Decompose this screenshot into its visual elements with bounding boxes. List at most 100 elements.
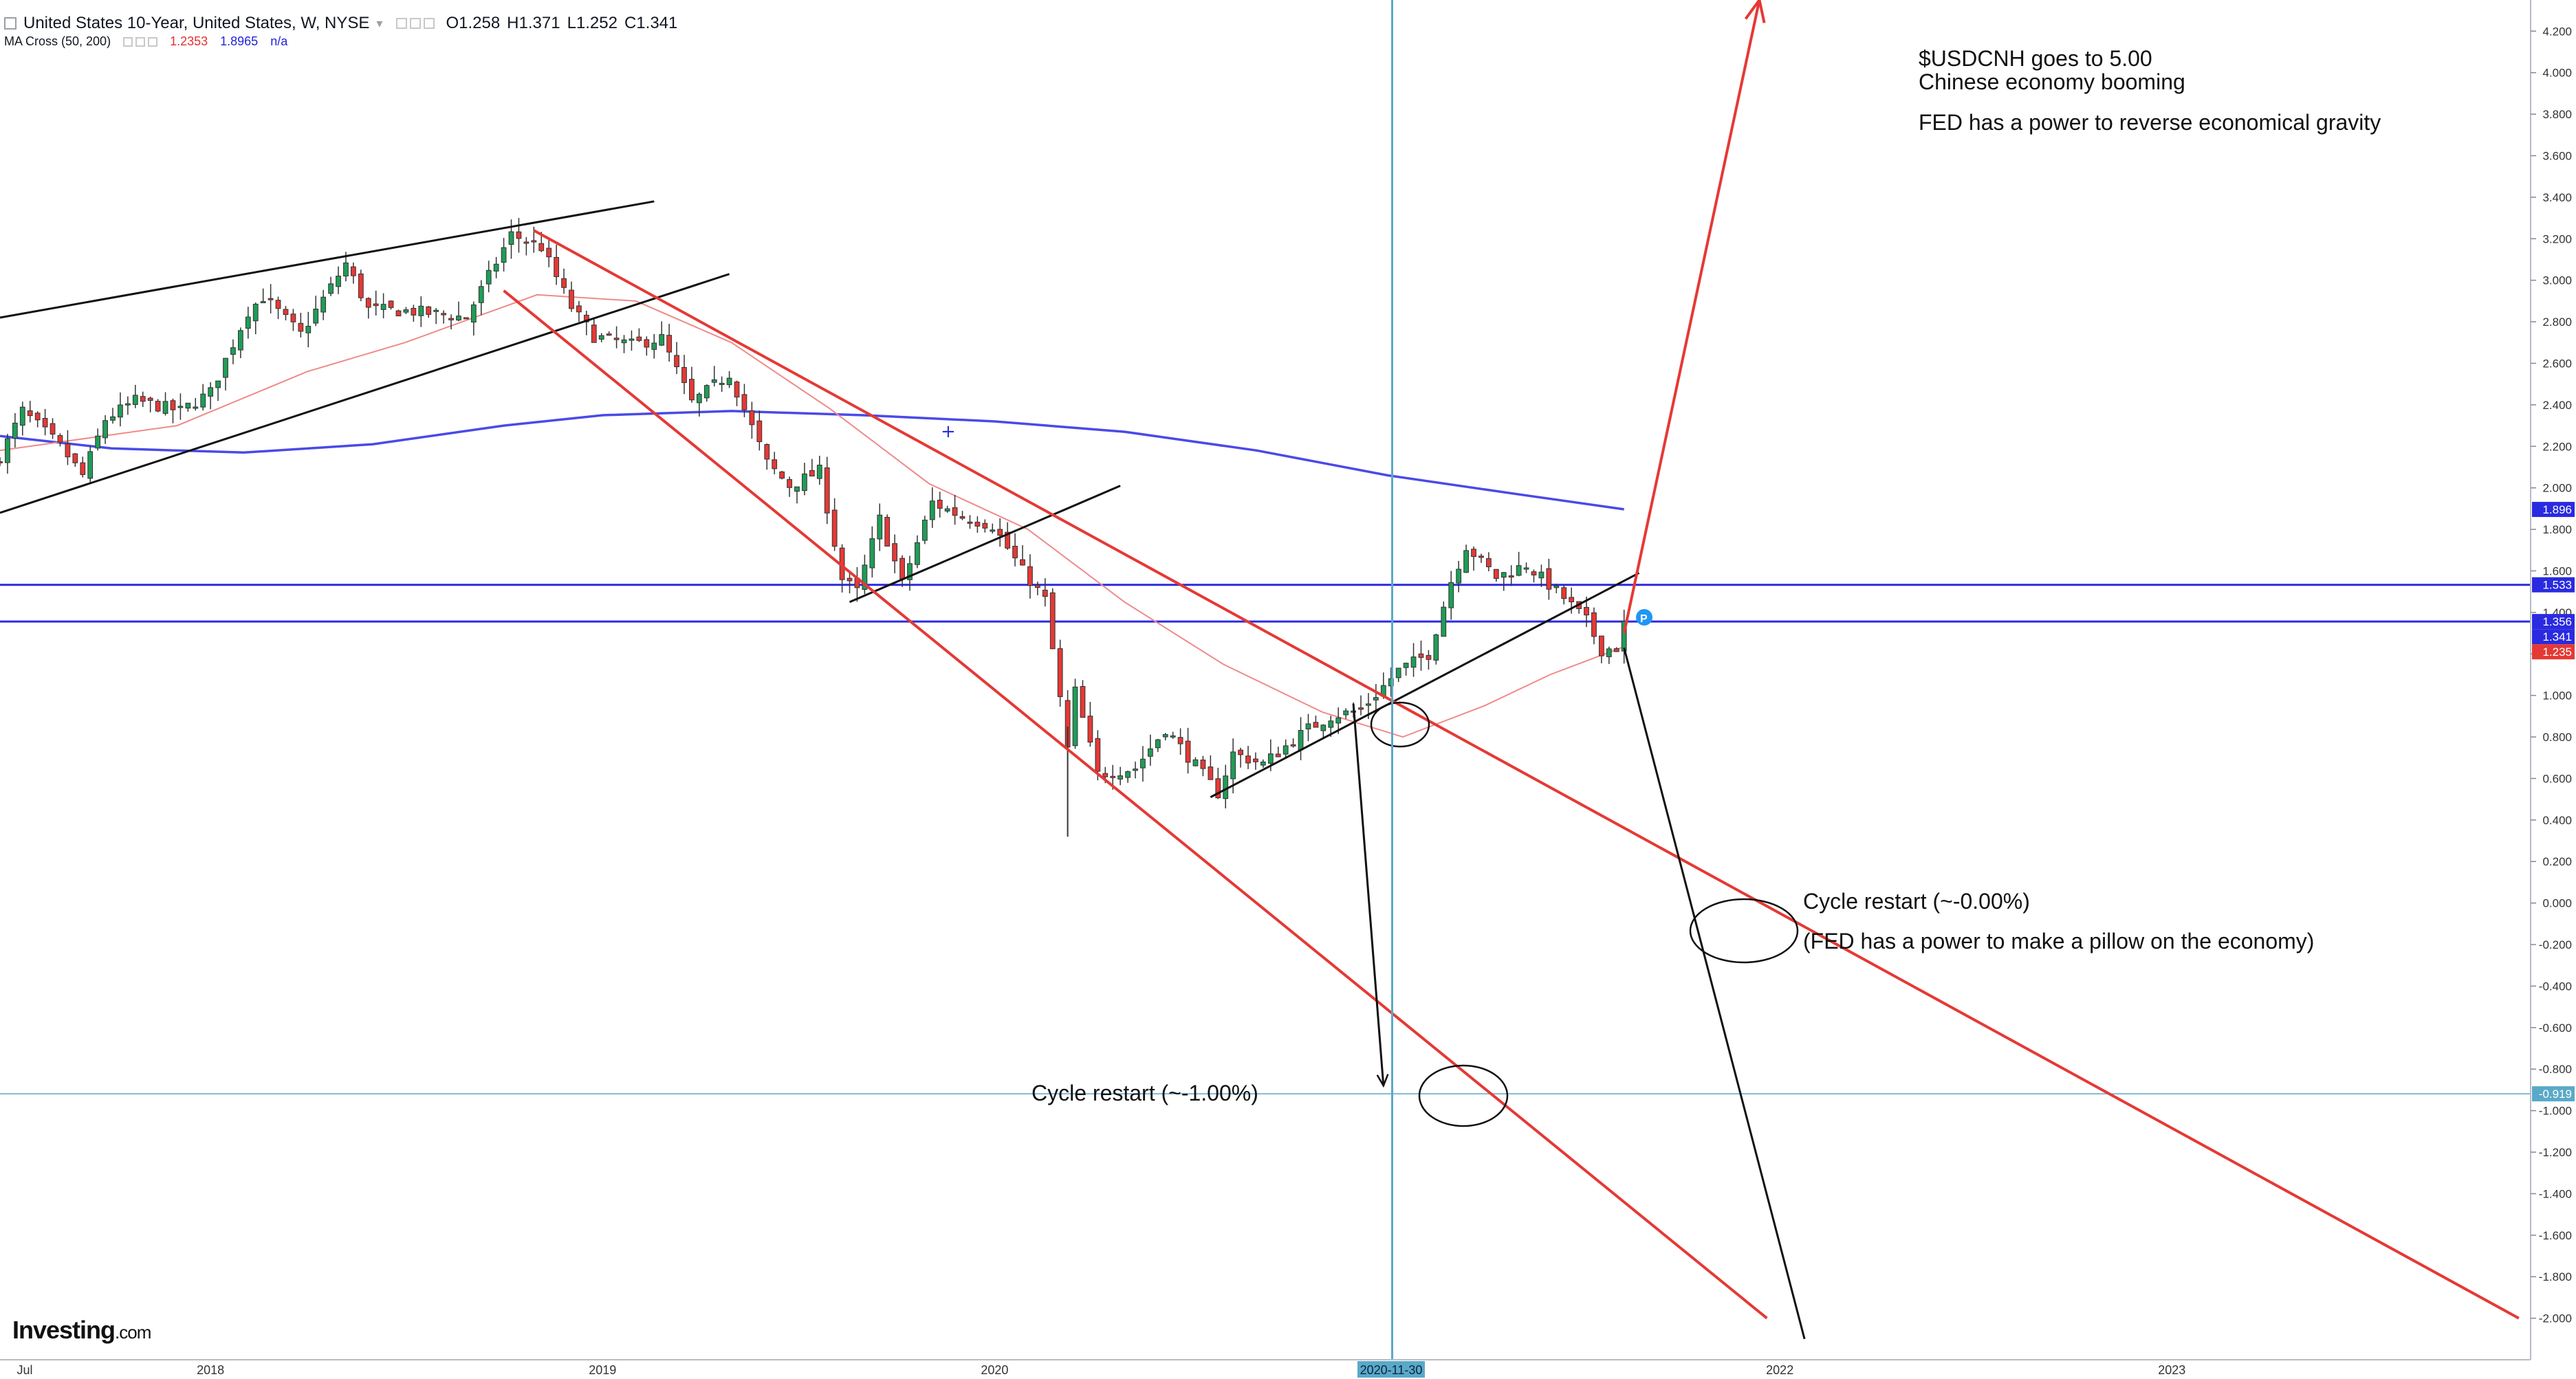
candle-body[interactable] <box>433 309 439 312</box>
candle-body[interactable] <box>1448 582 1454 608</box>
candle-body[interactable] <box>12 422 18 439</box>
candle-body[interactable] <box>268 298 274 300</box>
candle-body[interactable] <box>72 453 78 463</box>
candle-body[interactable] <box>711 379 717 383</box>
candle-body[interactable] <box>1170 735 1176 738</box>
candle-body[interactable] <box>456 316 461 321</box>
candle-body[interactable] <box>1042 589 1048 597</box>
candle-body[interactable] <box>1366 703 1371 706</box>
candle-body[interactable] <box>1320 725 1327 731</box>
candle-body[interactable] <box>809 470 815 477</box>
settings-icon[interactable] <box>135 36 146 47</box>
collapse-icon[interactable] <box>4 17 17 30</box>
candle-body[interactable] <box>1493 569 1499 580</box>
trend-line[interactable] <box>0 200 655 319</box>
candle-body[interactable] <box>1328 720 1334 728</box>
candle-body[interactable] <box>1110 775 1116 778</box>
candle-body[interactable] <box>411 307 417 316</box>
trend-line[interactable] <box>0 273 730 514</box>
candle-body[interactable] <box>290 313 296 322</box>
candle-body[interactable] <box>27 410 33 417</box>
candle-body[interactable] <box>350 266 356 276</box>
candle-body[interactable] <box>651 342 657 350</box>
candle-body[interactable] <box>1478 555 1484 558</box>
candle-body[interactable] <box>569 289 574 309</box>
candle-body[interactable] <box>1049 592 1056 650</box>
candle-body[interactable] <box>1117 775 1124 780</box>
candle-body[interactable] <box>613 338 620 340</box>
candle-body[interactable] <box>1260 761 1266 766</box>
trend-line[interactable] <box>1623 647 1806 1340</box>
candle-body[interactable] <box>666 335 672 353</box>
candle-body[interactable] <box>252 303 259 322</box>
candle-body[interactable] <box>140 396 146 402</box>
candle-body[interactable] <box>320 296 327 313</box>
candle-body[interactable] <box>245 316 251 329</box>
candle-body[interactable] <box>1500 572 1507 578</box>
candle-body[interactable] <box>1358 707 1364 710</box>
candle-body[interactable] <box>1057 648 1063 697</box>
candle-body[interactable] <box>621 339 627 344</box>
candle-body[interactable] <box>57 435 63 443</box>
candle-body[interactable] <box>816 465 822 479</box>
candle-body[interactable] <box>1020 559 1025 566</box>
candle-body[interactable] <box>448 318 454 320</box>
candle-body[interactable] <box>554 256 559 277</box>
candle-body[interactable] <box>1230 751 1236 780</box>
candle-body[interactable] <box>1147 748 1153 757</box>
candle-body[interactable] <box>275 300 281 309</box>
candle-body[interactable] <box>1418 653 1424 658</box>
candle-body[interactable] <box>193 406 199 409</box>
candle-body[interactable] <box>884 516 891 547</box>
candle-body[interactable] <box>1012 546 1018 559</box>
candle-body[interactable] <box>538 243 545 252</box>
candle-body[interactable] <box>237 330 243 351</box>
candle-body[interactable] <box>1177 737 1183 744</box>
candle-body[interactable] <box>508 231 514 245</box>
candle-body[interactable] <box>1403 663 1409 668</box>
candle-body[interactable] <box>463 317 469 320</box>
candle-body[interactable] <box>644 339 650 348</box>
eye-icon[interactable] <box>123 36 133 47</box>
candle-body[interactable] <box>1463 550 1469 573</box>
candle-body[interactable] <box>1546 568 1552 590</box>
candle-body[interactable] <box>1223 775 1229 799</box>
candle-body[interactable] <box>403 309 409 313</box>
candle-body[interactable] <box>373 303 379 307</box>
candle-body[interactable] <box>365 298 371 308</box>
candle-body[interactable] <box>162 401 168 414</box>
candle-body[interactable] <box>343 262 349 277</box>
candle-body[interactable] <box>34 412 41 421</box>
candle-body[interactable] <box>177 406 184 408</box>
candle-body[interactable] <box>1584 606 1589 616</box>
candle-body[interactable] <box>1343 710 1349 716</box>
candle-body[interactable] <box>915 542 920 565</box>
candle-body[interactable] <box>997 529 1003 536</box>
candle-body[interactable] <box>395 310 402 317</box>
candle-body[interactable] <box>208 387 214 397</box>
candle-body[interactable] <box>223 357 228 378</box>
candle-body[interactable] <box>824 467 830 514</box>
candle-body[interactable] <box>1275 753 1281 758</box>
candle-body[interactable] <box>1034 584 1040 588</box>
projection-arrow[interactable] <box>1622 0 1761 634</box>
candle-body[interactable] <box>1426 654 1432 660</box>
indicator-buttons[interactable] <box>123 36 158 47</box>
candle-body[interactable] <box>689 379 695 401</box>
candle-body[interactable] <box>546 247 552 258</box>
candle-body[interactable] <box>1140 758 1146 769</box>
candle-body[interactable] <box>1267 753 1274 764</box>
candle-body[interactable] <box>283 309 289 316</box>
candle-body[interactable] <box>1282 745 1289 755</box>
candle-body[interactable] <box>1192 759 1199 766</box>
candle-body[interactable] <box>929 500 935 520</box>
ma-200-line[interactable] <box>0 410 1624 511</box>
chevron-down-icon[interactable]: ▾ <box>376 16 383 30</box>
candle-body[interactable] <box>0 461 3 463</box>
close-icon[interactable] <box>148 36 158 47</box>
candle-body[interactable] <box>847 577 853 582</box>
candle-body[interactable] <box>787 479 792 488</box>
candle-body[interactable] <box>629 338 635 341</box>
candle-body[interactable] <box>1538 571 1544 579</box>
